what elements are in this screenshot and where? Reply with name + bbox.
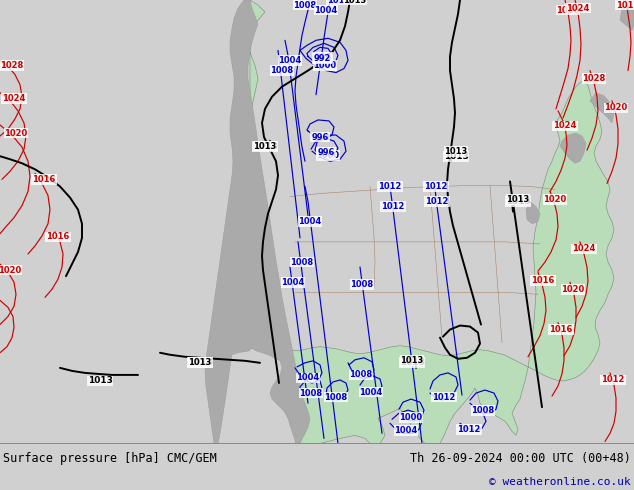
Polygon shape	[526, 201, 540, 224]
Text: 1008: 1008	[351, 280, 373, 289]
Text: 1016: 1016	[616, 0, 634, 9]
Text: 1013: 1013	[188, 358, 212, 368]
Text: 1004: 1004	[278, 56, 302, 65]
Text: 996: 996	[317, 147, 335, 157]
Text: 1020: 1020	[557, 5, 579, 15]
Text: 1008: 1008	[325, 392, 347, 402]
Text: 1020: 1020	[4, 128, 28, 138]
Text: 1024: 1024	[566, 3, 590, 13]
Text: 1004: 1004	[359, 388, 383, 396]
Text: 1028: 1028	[1, 61, 23, 70]
Text: 1004: 1004	[314, 5, 338, 15]
Text: 1024: 1024	[3, 94, 26, 103]
Text: 1008: 1008	[472, 406, 495, 415]
Text: Surface pressure [hPa] CMC/GEM: Surface pressure [hPa] CMC/GEM	[3, 452, 217, 465]
Text: 1000: 1000	[313, 61, 337, 70]
Text: 1004: 1004	[299, 217, 321, 226]
Polygon shape	[205, 0, 310, 443]
Text: 1004: 1004	[281, 278, 304, 287]
Text: 1020: 1020	[561, 285, 585, 294]
Text: Th 26-09-2024 00:00 UTC (00+48): Th 26-09-2024 00:00 UTC (00+48)	[410, 452, 631, 465]
Text: 1013: 1013	[344, 0, 366, 4]
Text: 1020: 1020	[543, 195, 567, 204]
Text: 101: 101	[327, 0, 345, 4]
Text: 1008: 1008	[349, 370, 373, 379]
Polygon shape	[560, 133, 586, 163]
Text: 1000: 1000	[316, 151, 340, 160]
Text: 1008: 1008	[290, 258, 314, 267]
Text: 1012: 1012	[601, 375, 624, 385]
Text: 996: 996	[311, 133, 328, 142]
Text: 1013: 1013	[399, 358, 424, 368]
Text: 1012: 1012	[378, 182, 402, 191]
Text: 1013: 1013	[507, 195, 529, 204]
Text: 1016: 1016	[549, 325, 573, 334]
Text: 1020: 1020	[0, 266, 22, 274]
Text: 1013: 1013	[254, 142, 276, 150]
Text: © weatheronline.co.uk: © weatheronline.co.uk	[489, 477, 631, 487]
Polygon shape	[248, 0, 614, 443]
Text: 1012: 1012	[457, 425, 481, 434]
Text: 1016: 1016	[531, 276, 555, 285]
Text: 1004: 1004	[296, 373, 320, 382]
Text: 1012: 1012	[432, 392, 456, 402]
Text: 1024: 1024	[553, 122, 577, 130]
Text: 1004: 1004	[394, 426, 418, 435]
Text: 1013: 1013	[505, 197, 531, 206]
Text: 1016: 1016	[46, 232, 70, 242]
Polygon shape	[590, 93, 614, 123]
Text: 1013: 1013	[444, 147, 468, 156]
Text: 1028: 1028	[583, 74, 605, 83]
Text: 1024: 1024	[573, 245, 596, 253]
Text: 1016: 1016	[32, 175, 56, 184]
Text: 1008: 1008	[271, 66, 294, 75]
Polygon shape	[620, 5, 634, 30]
Text: 1013: 1013	[444, 152, 469, 161]
Text: 1013: 1013	[188, 358, 212, 368]
Text: 1012: 1012	[424, 182, 448, 191]
Text: 1012: 1012	[381, 202, 404, 211]
Text: 1008: 1008	[299, 389, 323, 397]
Text: 1013: 1013	[401, 356, 424, 366]
Text: 1013: 1013	[87, 376, 112, 386]
Text: 1000: 1000	[399, 413, 423, 422]
Text: 1020: 1020	[604, 103, 628, 112]
Text: 1012: 1012	[425, 197, 449, 206]
Text: 992: 992	[313, 54, 331, 63]
Text: 1013: 1013	[252, 142, 278, 150]
Text: 996: 996	[314, 53, 332, 62]
Text: 1008: 1008	[294, 0, 316, 9]
